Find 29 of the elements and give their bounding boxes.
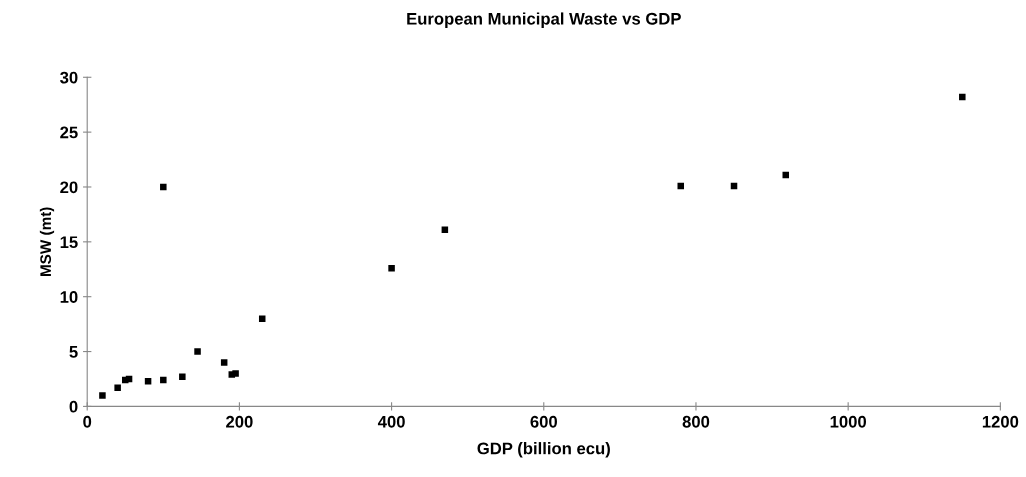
y-tick-label: 15: [60, 236, 78, 249]
x-tick-label: 0: [83, 415, 92, 428]
x-tick-label: 200: [226, 415, 253, 428]
point: [220, 359, 228, 366]
y-axis-title: MSW (mt): [39, 207, 55, 277]
point: [959, 93, 966, 101]
x-tick-label: 800: [682, 415, 710, 428]
y-tick-label: 30: [60, 71, 78, 84]
y-tick-label: 0: [69, 400, 78, 413]
point: [388, 264, 395, 272]
y-tick-label: 20: [60, 181, 78, 194]
y-tick-label: 5: [69, 346, 78, 358]
point: [194, 348, 201, 355]
point: [99, 392, 106, 399]
y-tick-label: 25: [60, 126, 78, 139]
chart-title: European Municipal Waste vs GDP: [407, 12, 681, 28]
point: [114, 384, 121, 392]
x-tick-label: 1200: [982, 415, 1019, 428]
point: [232, 370, 239, 377]
x-tick-label: 400: [377, 415, 405, 428]
x-tick-label: 1000: [830, 415, 867, 428]
point: [258, 315, 266, 322]
point: [677, 182, 685, 190]
y-tick-label: 10: [60, 291, 78, 303]
point: [160, 376, 167, 384]
point: [179, 373, 186, 381]
x-axis-title: GDP (billion ecu): [477, 442, 610, 458]
x-tick-label: 600: [530, 415, 557, 428]
point: [160, 183, 167, 191]
